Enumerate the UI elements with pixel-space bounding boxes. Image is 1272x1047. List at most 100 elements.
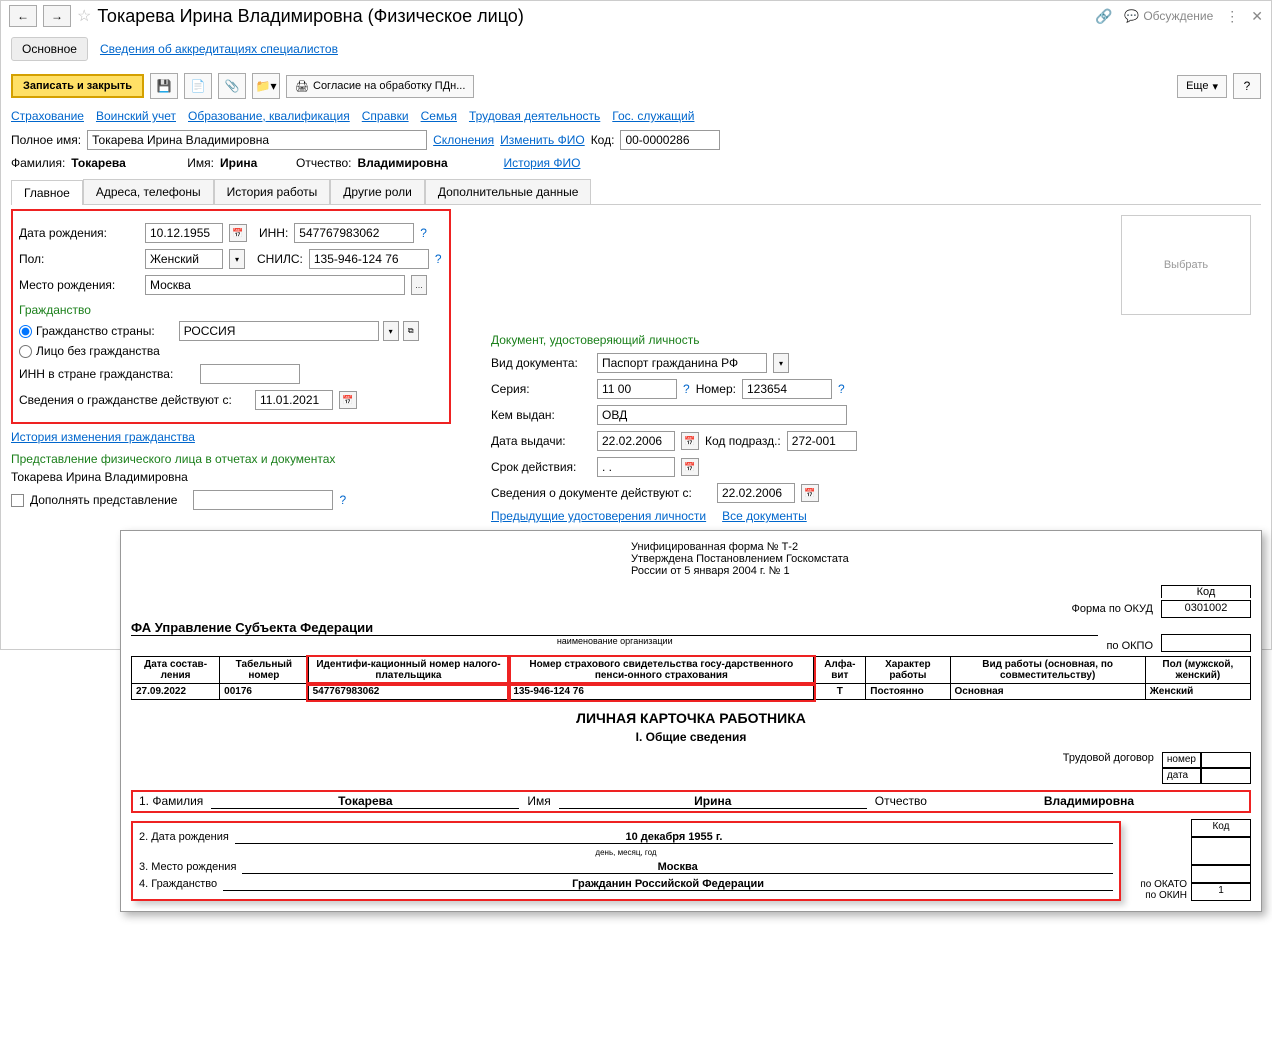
forward-button[interactable]: → <box>43 5 71 27</box>
country-open[interactable]: ⧉ <box>403 321 419 341</box>
deptcode-input[interactable] <box>787 431 857 451</box>
number-label: Номер: <box>696 382 736 396</box>
stateless-radio[interactable] <box>19 345 32 358</box>
snils-help[interactable]: ? <box>435 252 442 266</box>
td-worktype: Основная <box>950 684 1145 700</box>
series-input[interactable] <box>597 379 677 399</box>
issuedate-cal-icon[interactable]: 📅 <box>681 432 699 450</box>
name-label: Имя: <box>187 156 214 170</box>
complement-checkbox[interactable] <box>11 494 24 507</box>
th-snils: Номер страхового свидетельства госу-дарс… <box>509 657 814 684</box>
validity-cal-icon[interactable]: 📅 <box>681 458 699 476</box>
dob-input[interactable] <box>145 223 223 243</box>
change-fio-link[interactable]: Изменить ФИО <box>500 133 585 147</box>
link-insurance[interactable]: Страхование <box>11 109 84 123</box>
tab-accred[interactable]: Сведения об аккредитациях специалистов <box>92 38 346 60</box>
code-input[interactable] <box>620 130 720 150</box>
inn-label: ИНН: <box>259 226 288 240</box>
series-help[interactable]: ? <box>683 382 690 396</box>
complement-label: Дополнять представление <box>30 493 177 507</box>
consent-label: Согласие на обработку ПДн... <box>313 80 465 92</box>
attach-icon[interactable]: 📎 <box>218 73 246 99</box>
td-alpha: Т <box>814 684 866 700</box>
link-gos[interactable]: Гос. служащий <box>612 109 694 123</box>
citizen-country-radio[interactable] <box>19 325 32 338</box>
fullname-input[interactable] <box>87 130 427 150</box>
tab-extra[interactable]: Дополнительные данные <box>425 179 592 204</box>
link-icon[interactable]: 🔗 <box>1095 8 1112 25</box>
docinfo-label: Сведения о документе действуют с: <box>491 486 711 500</box>
detail-box: 2. Дата рождения 10 декабря 1955 г. день… <box>131 821 1121 901</box>
save-close-button[interactable]: Записать и закрыть <box>11 74 144 98</box>
inn-country-input[interactable] <box>200 364 300 384</box>
tab-main[interactable]: Основное <box>11 37 88 61</box>
docinfo-cal-icon[interactable]: 📅 <box>801 484 819 502</box>
fio-history-link[interactable]: История ФИО <box>504 156 581 170</box>
doc-dob-value: 10 декабря 1955 г. <box>235 831 1113 844</box>
citizen-since-cal-icon[interactable]: 📅 <box>339 391 357 409</box>
prev-docs-link[interactable]: Предыдущие удостоверения личности <box>491 509 706 523</box>
issuedate-label: Дата выдачи: <box>491 434 591 448</box>
country-dropdown[interactable]: ▾ <box>383 321 399 341</box>
main-tabs: Основное Сведения об аккредитациях специ… <box>1 31 1271 67</box>
tab-addresses[interactable]: Адреса, телефоны <box>83 179 214 204</box>
name-value: Ирина <box>220 156 290 170</box>
issued-input[interactable] <box>597 405 847 425</box>
tab-roles[interactable]: Другие роли <box>330 179 425 204</box>
td-gender: Женский <box>1145 684 1250 700</box>
pob-more[interactable]: … <box>411 275 427 295</box>
detail-grid: 2. Дата рождения 10 декабря 1955 г. день… <box>131 819 1251 901</box>
citizen-history-link[interactable]: История изменения гражданства <box>11 430 195 444</box>
complement-input[interactable] <box>193 490 333 510</box>
snils-input[interactable] <box>309 249 429 269</box>
favorite-icon[interactable]: ☆ <box>77 6 91 26</box>
link-military[interactable]: Воинский учет <box>96 109 176 123</box>
link-family[interactable]: Семья <box>421 109 457 123</box>
th-nature: Характер работы <box>866 657 950 684</box>
inn-help[interactable]: ? <box>420 226 427 240</box>
kod-label: Код <box>1161 585 1251 598</box>
more-button[interactable]: Еще ▾ <box>1177 75 1227 98</box>
doc-name-label: Имя <box>527 794 550 808</box>
pob-input[interactable] <box>145 275 405 295</box>
back-button[interactable]: ← <box>9 5 37 27</box>
th-worktype: Вид работы (основная, по совместительств… <box>950 657 1145 684</box>
citizen-since-input[interactable] <box>255 390 333 410</box>
doctype-input[interactable] <box>597 353 767 373</box>
save-icon[interactable]: 💾 <box>150 73 178 99</box>
consent-button[interactable]: 🖨 Согласие на обработку ПДн... <box>286 75 474 98</box>
all-docs-link[interactable]: Все документы <box>722 509 807 523</box>
folder-icon[interactable]: 📁▾ <box>252 73 280 99</box>
trud-date-value <box>1201 768 1251 784</box>
dob-calendar-icon[interactable]: 📅 <box>229 224 247 242</box>
doc-icon[interactable]: 📄 <box>184 73 212 99</box>
number-input[interactable] <box>742 379 832 399</box>
inn-input[interactable] <box>294 223 414 243</box>
td-tabnum: 00176 <box>220 684 308 700</box>
menu-icon[interactable]: ⋮ <box>1225 8 1239 25</box>
titlebar: ← → ☆ Токарева Ирина Владимировна (Физич… <box>1 1 1271 31</box>
iddoc-header: Документ, удостоверяющий личность <box>491 333 1261 347</box>
tab-workhist[interactable]: История работы <box>214 179 331 204</box>
tab-glavnoe[interactable]: Главное <box>11 180 83 205</box>
docinfo-input[interactable] <box>717 483 795 503</box>
photo-placeholder[interactable]: Выбрать <box>1121 215 1251 315</box>
close-icon[interactable]: ✕ <box>1251 8 1263 25</box>
gender-label: Пол: <box>19 252 139 266</box>
doctype-dropdown[interactable]: ▾ <box>773 353 789 373</box>
help-button[interactable]: ? <box>1233 73 1261 99</box>
gender-dropdown[interactable]: ▾ <box>229 249 245 269</box>
link-labor[interactable]: Трудовая деятельность <box>469 109 600 123</box>
validity-input[interactable] <box>597 457 675 477</box>
td-snils: 135-946-124 76 <box>509 684 814 700</box>
link-education[interactable]: Образование, квалификация <box>188 109 350 123</box>
gender-input[interactable] <box>145 249 223 269</box>
number-help[interactable]: ? <box>838 382 845 396</box>
citizen-country-input[interactable] <box>179 321 379 341</box>
sklon-link[interactable]: Склонения <box>433 133 494 147</box>
org-name: ФА Управление Субъекта Федерации <box>131 620 1098 636</box>
discuss-button[interactable]: 💬 Обсуждение <box>1124 9 1213 23</box>
link-refs[interactable]: Справки <box>362 109 409 123</box>
issuedate-input[interactable] <box>597 431 675 451</box>
complement-help[interactable]: ? <box>339 493 346 507</box>
